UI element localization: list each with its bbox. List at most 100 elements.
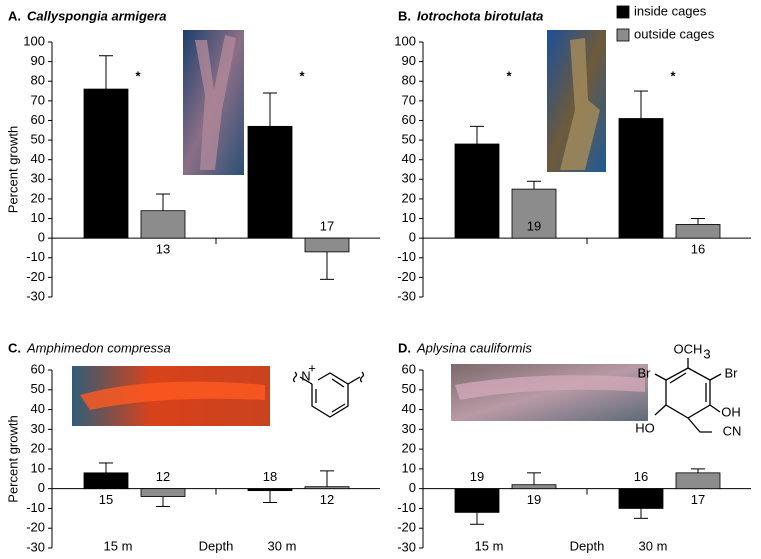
y-tick-label: -30 — [397, 539, 416, 554]
x-tick-label: 30 m — [268, 538, 297, 553]
error-bar — [691, 468, 705, 473]
error-bar — [320, 251, 334, 280]
error-bar — [99, 462, 113, 473]
sample-size-label: 18 — [263, 469, 277, 484]
panel-label: B. — [398, 8, 411, 23]
panel-title: Aplysina cauliformis — [416, 340, 532, 355]
structure-label: CN — [723, 423, 742, 438]
sample-size-label: 19 — [470, 469, 484, 484]
y-tick-label: 80 — [31, 73, 45, 88]
y-tick-label: -10 — [397, 249, 416, 264]
sample-size-label: 16 — [634, 469, 648, 484]
y-tick-label: 0 — [409, 480, 416, 495]
y-tick-label: 70 — [31, 92, 45, 107]
error-bar — [634, 90, 648, 119]
structure-label: Br — [725, 365, 739, 380]
bar — [675, 472, 721, 490]
significance-marker: * — [506, 68, 512, 83]
bar — [140, 210, 186, 239]
structure-label: N — [301, 368, 310, 383]
sample-size-label: 12 — [320, 492, 334, 507]
sample-size-label: 13 — [156, 242, 170, 257]
sample-size-label: 19 — [527, 492, 541, 507]
y-tick-label: 20 — [31, 190, 45, 205]
structure — [292, 358, 722, 433]
photo — [80, 381, 265, 410]
bar — [511, 188, 557, 239]
photo — [560, 38, 600, 170]
photos — [72, 30, 648, 426]
y-axis-label: Percent growth — [5, 126, 20, 213]
y-tick-label: 50 — [31, 132, 45, 147]
bar — [454, 488, 500, 513]
bar — [304, 486, 350, 490]
ring — [665, 367, 711, 419]
bar — [618, 488, 664, 509]
y-tick-label: 10 — [31, 210, 45, 225]
x-axis-label: Depth — [570, 538, 605, 553]
y-tick-label: 40 — [31, 151, 45, 166]
structure-label: OH — [721, 404, 741, 419]
bar — [247, 488, 293, 492]
structure-label: HO — [635, 420, 655, 435]
structure-label: + — [308, 360, 316, 375]
sample-size-label: 17 — [320, 219, 334, 234]
sample-size-label: 20 — [263, 219, 277, 234]
y-tick-label: 30 — [402, 421, 416, 436]
y-tick-label: 0 — [38, 480, 45, 495]
photo — [195, 35, 236, 170]
y-tick-label: 90 — [31, 53, 45, 68]
y-tick-label: 50 — [402, 132, 416, 147]
y-tick-label: -20 — [397, 269, 416, 284]
y-tick-label: -30 — [26, 288, 45, 303]
y-tick-label: 90 — [402, 53, 416, 68]
bar — [247, 125, 293, 239]
error-bar — [527, 180, 541, 190]
bond — [654, 358, 722, 433]
y-tick-label: 20 — [31, 441, 45, 456]
y-tick-label: 100 — [394, 33, 416, 48]
y-tick-label: 60 — [31, 112, 45, 127]
y-tick-label: 20 — [402, 190, 416, 205]
sample-size-label: 19 — [470, 219, 484, 234]
sample-size-label: 16 — [99, 219, 113, 234]
y-tick-label: 60 — [31, 361, 45, 376]
photo — [455, 375, 645, 400]
error-bar — [634, 508, 648, 519]
bar — [454, 143, 500, 239]
error-bar — [691, 218, 705, 225]
y-tick-label: -10 — [26, 249, 45, 264]
ring — [311, 372, 349, 418]
y-tick-label: -30 — [397, 288, 416, 303]
legend-swatch — [616, 28, 630, 42]
significance-marker: * — [670, 68, 676, 83]
y-tick-label: 60 — [402, 361, 416, 376]
sample-size-label: 19 — [527, 219, 541, 234]
panel-title: Callyspongia armigera — [27, 8, 166, 23]
y-tick-label: 40 — [31, 401, 45, 416]
legend-label: outside cages — [634, 26, 715, 41]
significance-marker: * — [299, 68, 305, 83]
y-tick-label: 30 — [31, 171, 45, 186]
y-tick-label: 0 — [38, 230, 45, 245]
y-tick-label: -10 — [397, 500, 416, 515]
y-tick-label: 10 — [402, 460, 416, 475]
structure-label: 3 — [703, 346, 710, 361]
error-bar — [527, 472, 541, 485]
error-bar — [470, 125, 484, 144]
panel-label: C. — [8, 340, 21, 355]
sample-size-label: 16 — [691, 242, 705, 257]
bar — [83, 88, 129, 239]
x-tick-label: 15 m — [104, 538, 133, 553]
x-tick-label: 15 m — [475, 538, 504, 553]
y-tick-label: -20 — [397, 520, 416, 535]
error-bar — [99, 55, 113, 90]
sample-size-label: 17 — [691, 492, 705, 507]
y-tick-label: -10 — [26, 500, 45, 515]
bar — [140, 488, 186, 497]
error-bar — [470, 512, 484, 525]
y-tick-label: 50 — [402, 381, 416, 396]
x-axis-label: Depth — [199, 538, 234, 553]
sample-size-label: 16 — [634, 219, 648, 234]
